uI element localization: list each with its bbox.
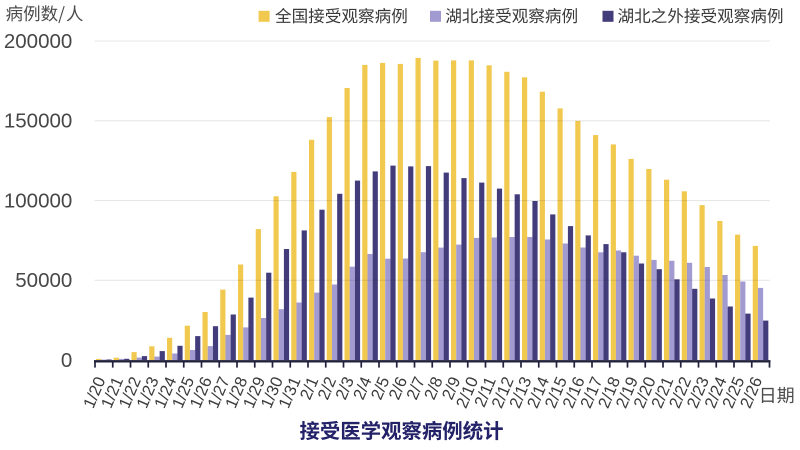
svg-text:150000: 150000: [4, 110, 72, 133]
svg-text:50000: 50000: [15, 269, 72, 292]
svg-text:200000: 200000: [4, 30, 72, 53]
svg-text:100000: 100000: [4, 189, 72, 212]
svg-text:0: 0: [61, 349, 72, 372]
